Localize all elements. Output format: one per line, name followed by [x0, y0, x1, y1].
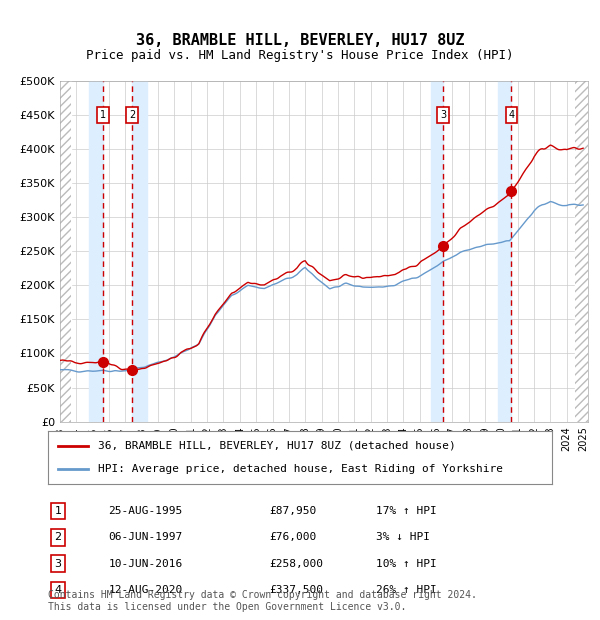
Text: Price paid vs. HM Land Registry's House Price Index (HPI): Price paid vs. HM Land Registry's House … [86, 50, 514, 62]
Text: 2: 2 [129, 110, 136, 120]
Text: £258,000: £258,000 [270, 559, 324, 569]
Text: 17% ↑ HPI: 17% ↑ HPI [376, 506, 436, 516]
Text: £337,500: £337,500 [270, 585, 324, 595]
Text: HPI: Average price, detached house, East Riding of Yorkshire: HPI: Average price, detached house, East… [98, 464, 503, 474]
Bar [575, 81, 591, 422]
Text: 36, BRAMBLE HILL, BEVERLEY, HU17 8UZ: 36, BRAMBLE HILL, BEVERLEY, HU17 8UZ [136, 33, 464, 48]
Text: 1: 1 [100, 110, 106, 120]
Text: 2: 2 [55, 532, 62, 542]
Bar [89, 81, 103, 422]
Text: £76,000: £76,000 [270, 532, 317, 542]
Text: 10% ↑ HPI: 10% ↑ HPI [376, 559, 436, 569]
Bar [498, 81, 511, 422]
Text: 10-JUN-2016: 10-JUN-2016 [109, 559, 183, 569]
Text: 25-AUG-1995: 25-AUG-1995 [109, 506, 183, 516]
Text: 06-JUN-1997: 06-JUN-1997 [109, 532, 183, 542]
Text: 4: 4 [508, 110, 515, 120]
Text: 3% ↓ HPI: 3% ↓ HPI [376, 532, 430, 542]
Bar [431, 81, 443, 422]
Bar [60, 81, 71, 422]
Text: 1: 1 [55, 506, 62, 516]
Text: 12-AUG-2020: 12-AUG-2020 [109, 585, 183, 595]
Text: 3: 3 [55, 559, 62, 569]
Bar [575, 81, 591, 422]
Text: £87,950: £87,950 [270, 506, 317, 516]
Text: 4: 4 [55, 585, 62, 595]
Text: 36, BRAMBLE HILL, BEVERLEY, HU17 8UZ (detached house): 36, BRAMBLE HILL, BEVERLEY, HU17 8UZ (de… [98, 441, 456, 451]
Text: 3: 3 [440, 110, 446, 120]
Bar [133, 81, 146, 422]
Text: Contains HM Land Registry data © Crown copyright and database right 2024.
This d: Contains HM Land Registry data © Crown c… [48, 590, 477, 612]
Bar [60, 81, 71, 422]
Text: 26% ↑ HPI: 26% ↑ HPI [376, 585, 436, 595]
